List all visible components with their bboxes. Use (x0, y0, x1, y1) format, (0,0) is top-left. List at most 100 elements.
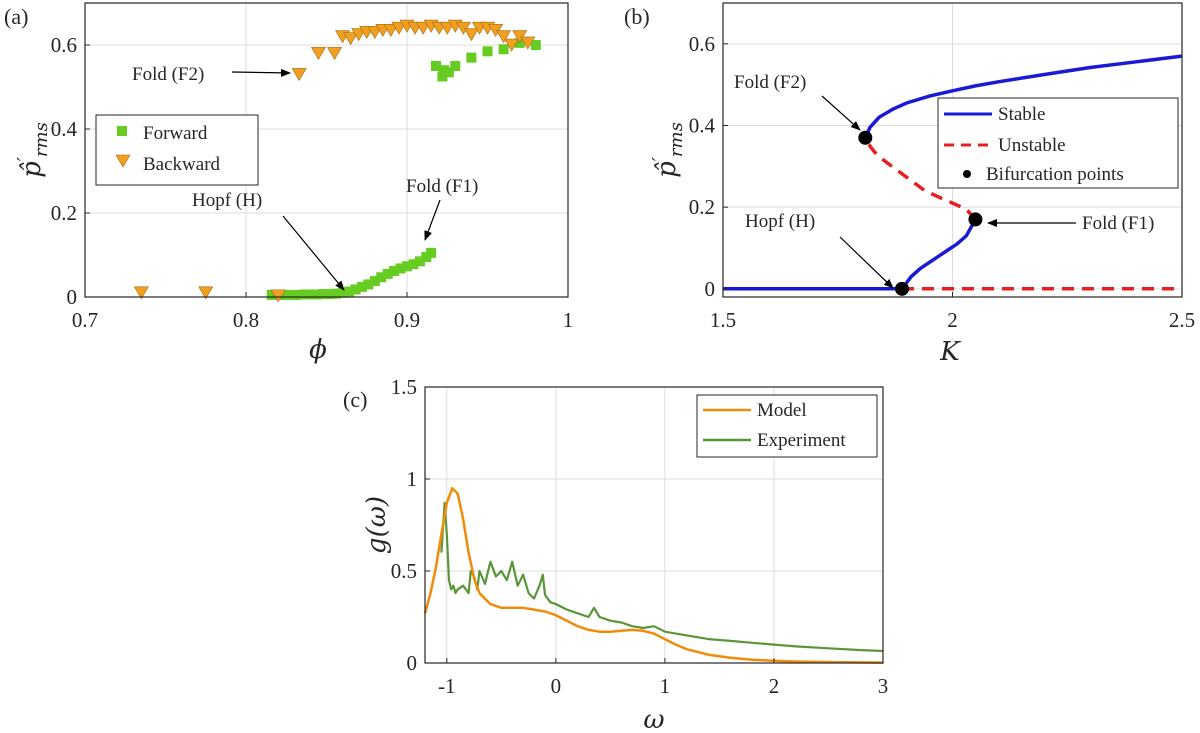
forward-point (395, 263, 406, 274)
series-b (723, 54, 1183, 296)
b-xtick-label: 1.5 (710, 308, 736, 332)
annotation-fold-f1-a: Fold (F1) (406, 176, 478, 197)
forward-point (530, 40, 541, 50)
y-axis-label-b-main: p̂ (652, 161, 682, 178)
stable-branch-2 (900, 218, 977, 290)
annotation-arrow-hopf-b (839, 236, 894, 289)
bifurcation-point (895, 281, 910, 296)
backward-point (504, 38, 520, 52)
panel-label-c: (c) (343, 387, 367, 412)
forward-point (482, 46, 493, 57)
panel-label-b: (b) (624, 4, 650, 29)
legend-stable-label: Stable (998, 104, 1046, 125)
backward-point (512, 30, 528, 44)
backward-point (488, 24, 504, 37)
y-axis-label-a: p̂′rms (14, 122, 52, 178)
backward-point (133, 286, 149, 300)
x-axis-label-c: ω (643, 705, 664, 733)
y-axis-label-b-sup: ′ (649, 157, 670, 161)
backward-point (310, 47, 326, 60)
backward-point (291, 68, 307, 81)
c-xtick-label: -1 (438, 674, 456, 698)
c-xtick-label: 0 (551, 674, 562, 698)
forward-point (305, 289, 316, 300)
axes-frame-a (84, 2, 569, 298)
legend-model-label: Model (757, 400, 807, 421)
annotations-a: Fold (F2) Hopf (H) Fold (F1) (132, 64, 478, 291)
legend-forward-marker (117, 126, 127, 136)
annotation-hopf-a: Hopf (H) (192, 190, 262, 211)
c-ytick-label: 0.5 (391, 559, 417, 583)
backward-point (383, 24, 399, 37)
b-xtick-label: 2.5 (1169, 308, 1195, 332)
c-ytick-label: 1.5 (391, 375, 417, 399)
backward-point (439, 21, 455, 35)
c-xtick-label: 1 (660, 674, 671, 698)
x-axis-label-b: K (939, 337, 961, 367)
c-ytick-label: 1 (407, 467, 418, 491)
forward-point (389, 265, 400, 276)
annotation-fold-f2-a: Fold (F2) (132, 64, 204, 85)
forward-point (298, 289, 309, 300)
legend-forward-label: Forward (143, 123, 208, 144)
c-ytick-label: 0 (407, 651, 418, 675)
ticks-a: 0.7 0.8 0.9 1 0 0.2 0.4 0.6 (51, 33, 574, 332)
forward-point (414, 256, 425, 267)
unstable-branch-3 (863, 136, 977, 221)
svg-text:p̂′rms: p̂′rms (649, 122, 687, 178)
backward-point (270, 289, 286, 303)
forward-point (376, 272, 387, 283)
legend-experiment-label: Experiment (757, 430, 846, 451)
a-ytick-label: 0.4 (51, 117, 78, 141)
bifurcation-point (858, 130, 873, 145)
a-xtick-label: 1 (563, 308, 574, 332)
legend-c: Model Experiment (696, 394, 878, 458)
forward-point (363, 279, 374, 290)
annotation-arrow-fold-f1-a (424, 199, 441, 241)
annotation-arrow-hopf-a (282, 215, 345, 291)
ticks-b: 1.5 2 2.5 0 0.2 0.4 0.6 (689, 32, 1195, 332)
forward-point (350, 284, 361, 295)
backward-point (463, 28, 479, 42)
y-axis-label-a-sub: rms (31, 122, 52, 157)
annotation-hopf-b: Hopf (H) (745, 211, 815, 232)
b-ytick-label: 0 (705, 277, 716, 301)
stable-branch-4 (863, 54, 1183, 139)
y-axis-label-c: g(ω) (362, 496, 392, 554)
backward-point (351, 28, 367, 42)
series-a (133, 19, 541, 303)
forward-point (408, 259, 419, 270)
legend-box-c (696, 394, 878, 458)
model-line (423, 486, 884, 664)
y-axis-label-b-sub: rms (666, 122, 687, 157)
backward-point (343, 32, 359, 46)
axes-frame-c (424, 386, 884, 664)
b-ytick-label: 0.4 (689, 114, 716, 138)
annotations-b: Fold (F2) Hopf (H) Fold (F1) (734, 72, 1154, 289)
c-xtick-label: 2 (769, 674, 780, 698)
a-ytick-label: 0.2 (51, 201, 77, 225)
b-ytick-label: 0.2 (689, 195, 715, 219)
panel-label-a: (a) (4, 4, 28, 29)
panel-a: 0.7 0.8 0.9 1 0 0.2 0.4 0.6 Forward Backward Fo… (4, 2, 574, 365)
series-c (423, 486, 884, 664)
bifurcation-point (968, 212, 983, 227)
forward-point (337, 287, 348, 298)
a-ytick-label: 0 (67, 285, 78, 309)
annotation-arrow-fold-f2-a (231, 68, 291, 77)
forward-point (331, 288, 342, 299)
backward-point (415, 21, 431, 35)
legend-unstable-label: Unstable (998, 135, 1066, 156)
y-axis-label-a-main: p̂ (17, 161, 47, 178)
forward-point (450, 61, 461, 71)
backward-point (520, 36, 536, 50)
y-axis-label-b: p̂′rms (649, 122, 687, 178)
legend-bifurcation-marker (963, 170, 971, 178)
legend-backward-label: Backward (143, 154, 221, 175)
panel-c: -1 0 1 2 3 0 0.5 1 1.5 Model Experiment (c) ω g(… (343, 375, 888, 733)
panel-b: 1.5 2 2.5 0 0.2 0.4 0.6 Stable Unstable Bifurc… (624, 2, 1195, 367)
annotation-fold-f2-b: Fold (F2) (734, 72, 806, 93)
backward-point (367, 26, 383, 39)
a-xtick-label: 0.7 (72, 308, 98, 332)
